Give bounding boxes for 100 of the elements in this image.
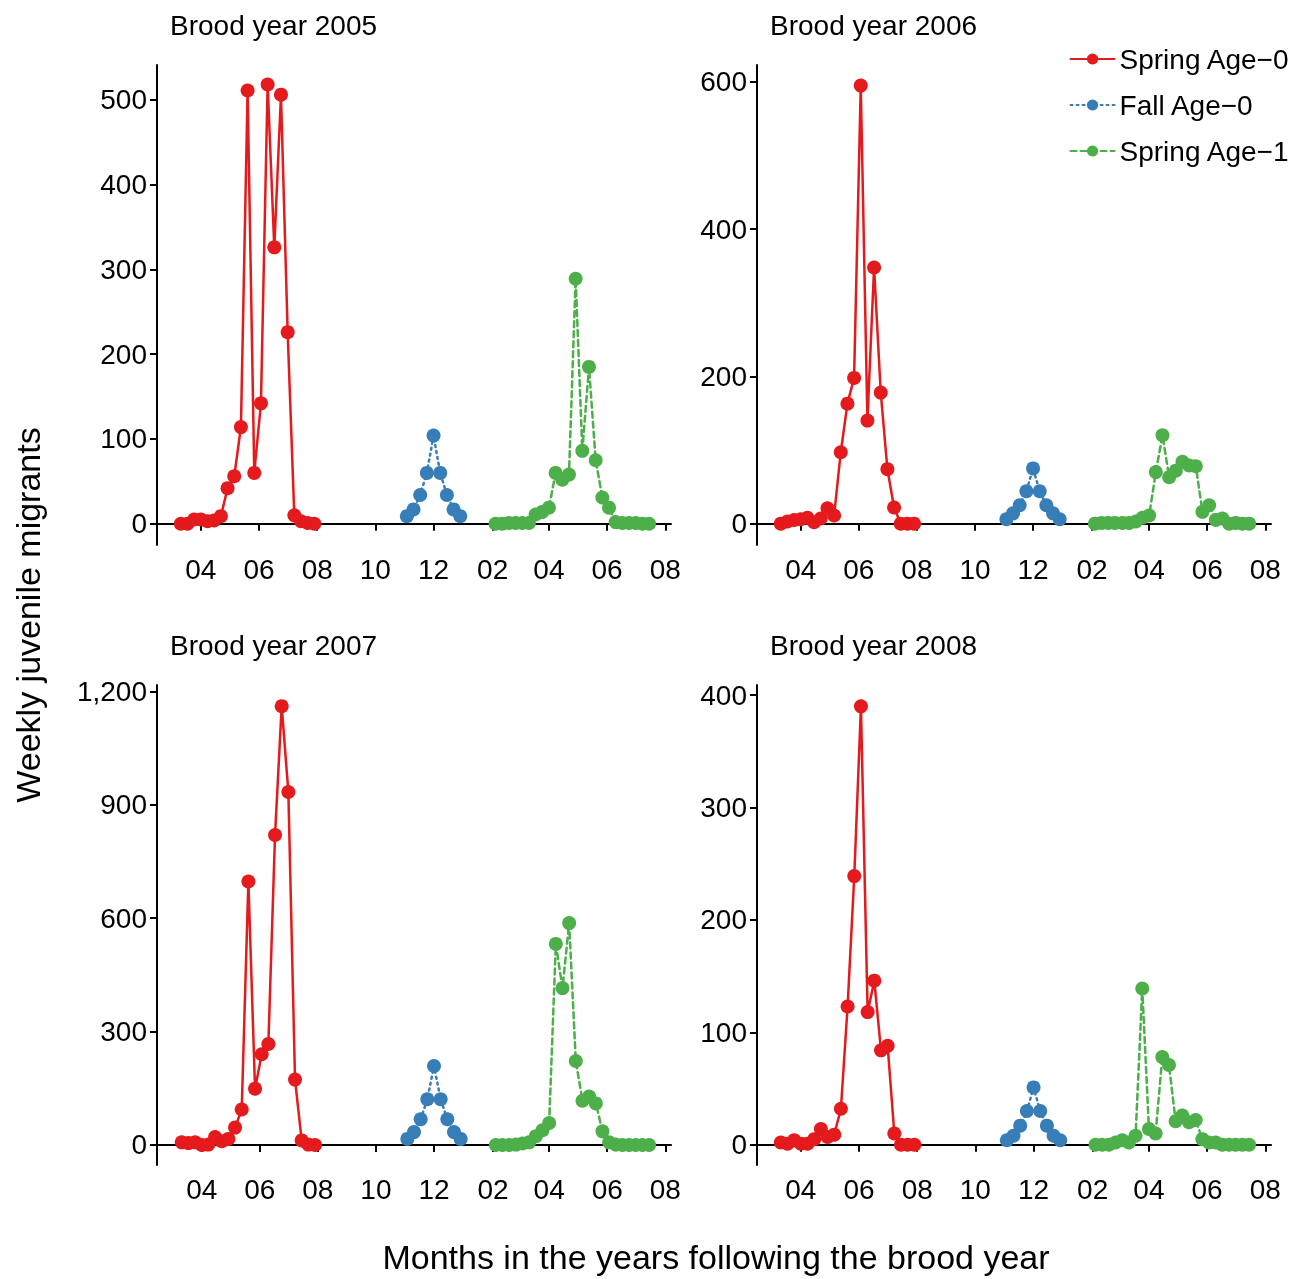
x-tick-label: 10: [959, 1173, 991, 1205]
y-tick-label: 600: [100, 902, 147, 934]
x-tick-label: 08: [1249, 1173, 1281, 1205]
point: [833, 445, 848, 460]
x-tick-label: 08: [649, 553, 681, 585]
point: [1032, 484, 1047, 499]
point: [221, 1131, 236, 1146]
x-tick-label: 06: [843, 553, 875, 585]
point: [253, 396, 268, 411]
point: [568, 1054, 583, 1069]
point: [413, 487, 428, 502]
point: [860, 413, 875, 428]
point: [407, 1125, 421, 1140]
point: [419, 465, 434, 480]
x-tick-label: 02: [1077, 1173, 1109, 1205]
legend-label: Spring Age−1: [1119, 135, 1289, 167]
point: [833, 1101, 848, 1116]
x-tick-label: 02: [1076, 553, 1108, 585]
point: [426, 428, 441, 443]
point: [1128, 1128, 1143, 1143]
x-tick-label: 08: [901, 553, 933, 585]
y-tick-label: 100: [700, 1016, 747, 1048]
x-tick-label: 10: [959, 553, 991, 585]
point: [1013, 1118, 1028, 1133]
point: [439, 487, 454, 502]
point: [853, 78, 868, 93]
point: [453, 509, 468, 524]
point: [273, 87, 288, 102]
x-tick-label: 02: [477, 553, 509, 585]
point: [827, 1127, 842, 1142]
legend-label: Fall Age−0: [1119, 89, 1253, 121]
x-tick-label: 12: [1017, 553, 1049, 585]
y-tick-label: 200: [100, 338, 147, 370]
point: [853, 699, 868, 714]
point: [1135, 981, 1150, 996]
chart-title: Brood year 2007: [170, 629, 378, 661]
point: [1052, 512, 1067, 527]
x-tick-label: 08: [1249, 553, 1281, 585]
point: [1148, 465, 1163, 480]
point: [1188, 1113, 1203, 1128]
point: [453, 1131, 468, 1146]
x-tick-label: 10: [360, 1173, 392, 1205]
point: [595, 490, 610, 505]
point: [267, 240, 282, 255]
point: [867, 973, 882, 988]
point: [588, 1096, 603, 1111]
point: [887, 500, 902, 515]
y-tick-label: 1,200: [76, 675, 147, 707]
point: [241, 874, 256, 889]
point: [413, 1112, 428, 1127]
point: [555, 981, 570, 996]
point: [280, 325, 295, 340]
point: [867, 260, 882, 275]
point: [1026, 461, 1041, 476]
point: [228, 1120, 243, 1135]
point: [568, 271, 583, 286]
point: [873, 385, 888, 400]
x-tick-label: 06: [1191, 553, 1223, 585]
point: [1142, 508, 1157, 523]
y-tick-label: 400: [700, 213, 747, 245]
point: [268, 828, 283, 843]
x-tick-label: 04: [785, 553, 817, 585]
point: [1026, 1080, 1041, 1095]
chart-title: Brood year 2008: [770, 629, 978, 661]
point: [595, 1124, 610, 1139]
x-tick-label: 06: [1191, 1173, 1223, 1205]
chart-title: Brood year 2005: [170, 9, 378, 41]
point: [433, 465, 448, 480]
y-tick-label: 300: [100, 253, 147, 285]
y-tick-label: 0: [131, 508, 147, 540]
y-tick-label: 900: [100, 789, 147, 821]
point: [406, 502, 421, 517]
point: [541, 500, 556, 515]
point: [420, 1092, 435, 1107]
x-tick-label: 06: [843, 1173, 875, 1205]
point: [1202, 498, 1217, 513]
point: [1053, 1133, 1068, 1148]
point: [880, 462, 895, 477]
legend-label: Spring Age−0: [1119, 43, 1289, 75]
y-tick-label: 600: [700, 66, 747, 98]
point: [561, 467, 576, 482]
y-axis-title: Weekly juvenile migrants: [8, 427, 48, 803]
point: [247, 465, 262, 480]
point: [582, 359, 596, 374]
x-tick-label: 06: [591, 1173, 623, 1205]
point: [248, 1081, 263, 1096]
x-tick-label: 08: [301, 553, 333, 585]
point: [227, 469, 242, 484]
point: [1148, 1126, 1163, 1141]
x-axis-title: Months in the years following the brood year: [382, 1237, 1050, 1277]
point: [1006, 1128, 1021, 1143]
y-tick-label: 500: [100, 84, 147, 116]
point: [860, 1005, 875, 1020]
point: [1012, 498, 1027, 513]
point: [880, 1038, 895, 1053]
x-tick-label: 08: [901, 1173, 933, 1205]
point: [813, 511, 828, 526]
point: [1033, 1104, 1048, 1119]
point: [1155, 428, 1170, 443]
point: [254, 1047, 269, 1062]
